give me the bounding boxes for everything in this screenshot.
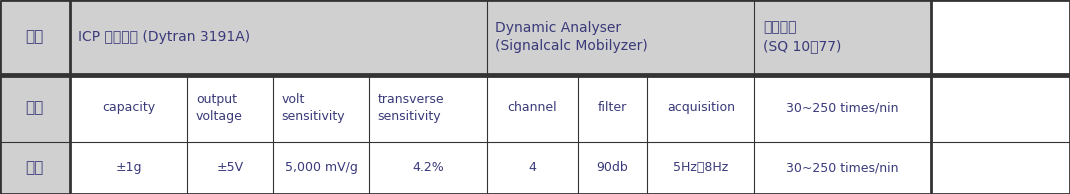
Bar xyxy=(273,142,369,194)
Bar xyxy=(273,74,369,142)
Text: 메트로놈
(SQ 10－77): 메트로놈 (SQ 10－77) xyxy=(763,21,841,53)
Text: acquisition: acquisition xyxy=(667,101,735,114)
Bar xyxy=(0,74,70,142)
Text: transverse
sensitivity: transverse sensitivity xyxy=(378,93,444,123)
Text: 5,000 mV/g: 5,000 mV/g xyxy=(285,161,357,174)
Bar xyxy=(578,142,647,194)
Text: 4: 4 xyxy=(529,161,536,174)
Bar xyxy=(70,74,187,142)
Bar xyxy=(754,142,931,194)
Bar xyxy=(187,74,273,142)
Text: output
voltage: output voltage xyxy=(196,93,243,123)
Bar xyxy=(369,142,487,194)
Text: 5Hz～8Hz: 5Hz～8Hz xyxy=(673,161,729,174)
Bar xyxy=(187,142,273,194)
Bar xyxy=(578,74,647,142)
Text: 4.2%: 4.2% xyxy=(412,161,444,174)
Bar xyxy=(0,0,70,74)
Text: 30~250 times/nin: 30~250 times/nin xyxy=(786,101,899,114)
Bar xyxy=(647,142,754,194)
Bar xyxy=(754,74,931,142)
Bar xyxy=(70,142,187,194)
Text: 장비: 장비 xyxy=(26,29,44,44)
Bar xyxy=(369,74,487,142)
Bar xyxy=(0,142,70,194)
Bar xyxy=(487,0,754,74)
Bar xyxy=(647,74,754,142)
Bar xyxy=(754,0,931,74)
Bar xyxy=(487,74,578,142)
Text: volt
sensitivity: volt sensitivity xyxy=(281,93,345,123)
Text: 사양: 사양 xyxy=(26,160,44,175)
Text: Dynamic Analyser
(Signalcalc Mobilyzer): Dynamic Analyser (Signalcalc Mobilyzer) xyxy=(495,21,648,53)
Text: 30~250 times/nin: 30~250 times/nin xyxy=(786,161,899,174)
Bar xyxy=(70,0,487,74)
Text: ±5V: ±5V xyxy=(216,161,244,174)
Text: 항목: 항목 xyxy=(26,100,44,115)
Bar xyxy=(487,142,578,194)
Text: filter: filter xyxy=(598,101,627,114)
Text: capacity: capacity xyxy=(102,101,155,114)
Text: channel: channel xyxy=(507,101,557,114)
Text: ±1g: ±1g xyxy=(116,161,141,174)
Text: ICP 가속도계 (Dytran 3191A): ICP 가속도계 (Dytran 3191A) xyxy=(78,30,250,44)
Text: 90db: 90db xyxy=(597,161,628,174)
